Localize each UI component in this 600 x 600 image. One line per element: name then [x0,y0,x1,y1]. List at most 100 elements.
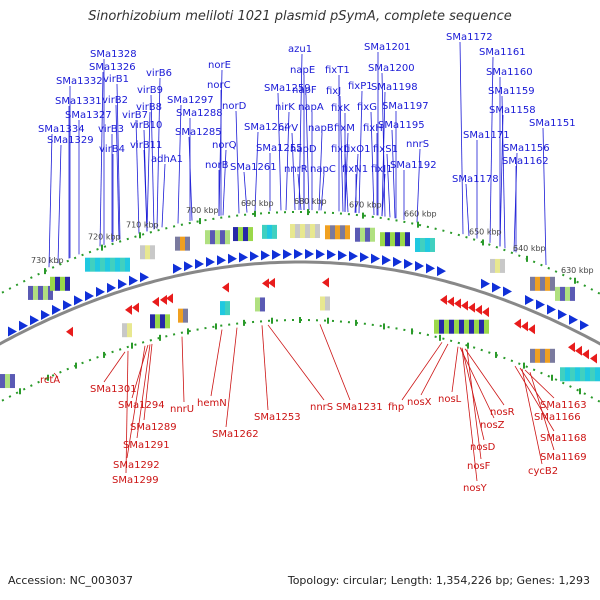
reverse-gene-arrow [440,294,447,305]
top-gene-label: norB [205,160,229,171]
inner-gene-block [225,301,230,316]
inner-gene-block [444,319,449,334]
inner-scale-tick [271,317,273,324]
inner-gene-block [580,367,585,382]
forward-gene-arrow [41,309,50,320]
inner-gene-block [540,348,545,363]
bottom-callout-line [143,343,153,421]
inner-scale-tick [159,334,161,341]
tick-label: 680 kbp [294,197,327,206]
top-gene-label: nnrS [406,139,429,150]
top-gene-label: norC [207,80,231,91]
forward-gene-arrow [360,252,369,263]
gene-block [490,258,495,273]
tick-label: 650 kbp [469,227,502,236]
bottom-callout-line [126,345,146,459]
top-callout-line [135,119,140,234]
gene-block [380,232,385,247]
top-callout-line [416,148,421,223]
top-gene-label: SMa1158 [489,105,536,116]
bottom-gene-label: SMa1163 [540,400,587,411]
reverse-gene-arrow [521,321,528,332]
gene-block [370,227,375,242]
forward-gene-arrow [96,286,105,297]
forward-gene-arrow [503,286,512,297]
inner-gene-block [220,301,225,316]
inner-gene-block [550,348,555,363]
top-gene-label: adhA1 [151,154,183,165]
reverse-gene-arrow [447,296,454,307]
top-gene-label: norQ [212,140,237,151]
scale-tick [254,210,256,217]
top-gene-label: SMa1159 [488,86,535,97]
forward-gene-arrow [569,314,578,325]
top-callout-line [218,69,223,216]
top-gene-label: fixM [334,123,355,134]
top-gene-label: virB11 [130,140,162,151]
gene-block [238,227,243,242]
forward-gene-arrow [74,295,83,306]
accession-label: Accession: NC_003037 [8,574,134,587]
inner-gene-block [122,323,127,338]
reverse-gene-arrow [454,298,461,309]
bottom-gene-label: nosX [407,397,432,408]
gene-block [555,286,560,301]
bottom-callout-line [529,371,555,451]
top-gene-label: fixP1 [348,81,373,92]
top-callout-line [381,91,386,217]
inner-gene-block [320,296,325,311]
top-callout-line [243,171,248,213]
reverse-gene-arrow [268,277,275,288]
top-gene-label: SMa1326 [89,62,136,73]
forward-gene-arrow [173,263,182,274]
gene-block [565,286,570,301]
gene-block [405,232,410,247]
top-gene-label: nirK [275,102,295,113]
bottom-gene-label: SMa1166 [534,412,581,423]
inner-gene-block [454,319,459,334]
inner-scale-tick [103,351,105,358]
gene-block [125,257,130,272]
inner-gene-block [155,314,160,329]
inner-scale-tick [327,317,329,324]
top-gene-label: virB10 [130,120,162,131]
top-callout-line [177,104,182,224]
inner-scale-tick [467,342,469,349]
top-gene-label: SMa1264 [244,122,291,133]
top-gene-label: SMa1327 [65,110,112,121]
gene-block [310,224,315,239]
inner-gene-block [178,308,183,323]
gene-block [220,230,225,245]
bottom-gene-label: nosL [438,394,462,405]
inner-scale-tick [299,317,301,323]
top-gene-label: norD [222,101,247,112]
bottom-gene-label: SMa1294 [118,400,165,411]
bottom-callout-line [267,324,325,401]
top-callout-line [57,144,62,264]
top-gene-label: SMa1201 [364,42,411,53]
tick-label: 730 kbp [31,256,64,265]
top-gene-label: SMa1261 [230,162,277,173]
inner-scale-tick [355,319,357,326]
forward-gene-arrow [547,304,556,315]
top-callout-line [391,129,396,219]
top-callout-line [161,163,166,228]
top-gene-label: fixN1 [342,164,368,175]
forward-gene-arrow [261,250,270,261]
inner-scale-tick [131,342,133,349]
forward-gene-arrow [217,255,226,266]
bottom-callout-line [461,347,478,482]
top-callout-line [339,95,344,212]
scale-tick [417,221,419,228]
top-gene-labels: virB6 SMa1328 virB9 SMa1326 SMa1332 virB1 virB… [38,32,576,185]
top-callout-line [285,111,290,211]
top-callout-line [459,41,464,235]
bottom-gene-label: rctA [40,375,60,386]
gene-block [85,257,90,272]
top-gene-label: SMa1259 [264,83,311,94]
bottom-callout-line [401,342,443,401]
forward-gene-arrow [393,256,402,267]
bottom-gene-label: SMa1253 [254,412,301,423]
inner-scale-tick [47,374,49,381]
inner-scale-tick [383,323,385,330]
